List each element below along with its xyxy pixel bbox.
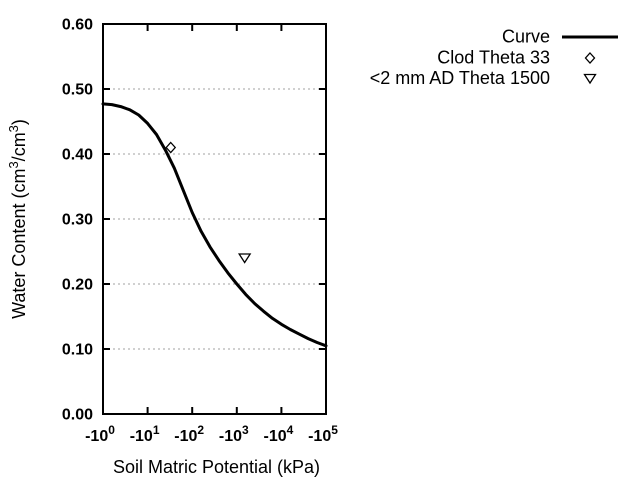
y-tick-label: 0.20: [62, 277, 93, 294]
data-point-triangle: [237, 253, 252, 264]
y-axis-title: Water Content (cm3/cm3): [6, 119, 29, 319]
legend-label: Curve: [502, 27, 550, 47]
x-tick-label: -102: [174, 423, 204, 445]
curve-series: [101, 102, 328, 348]
legend-diamond-sample: [584, 52, 596, 64]
legend-label: <2 mm AD Theta 1500: [370, 68, 550, 88]
y-tick-label: 0.40: [62, 147, 93, 164]
y-tick-label: 0.50: [62, 82, 93, 99]
x-tick-label: -100: [85, 423, 115, 445]
y-tick-label: 0.10: [62, 342, 93, 359]
y-tick-label: 0.30: [62, 212, 93, 229]
plot-border: [102, 23, 327, 415]
x-tick-label: -103: [219, 423, 249, 445]
x-tick-label: -105: [308, 423, 338, 445]
legend-label: Clod Theta 33: [437, 48, 550, 68]
x-tick-label: -104: [263, 423, 293, 445]
x-axis-title: Soil Matric Potential (kPa): [113, 457, 320, 477]
y-tick-label: 0.00: [62, 407, 93, 424]
legend-triangle-sample: [583, 73, 597, 85]
y-tick-label: 0.60: [62, 17, 93, 34]
data-point-diamond: [165, 141, 177, 154]
x-tick-label: -101: [130, 423, 160, 445]
